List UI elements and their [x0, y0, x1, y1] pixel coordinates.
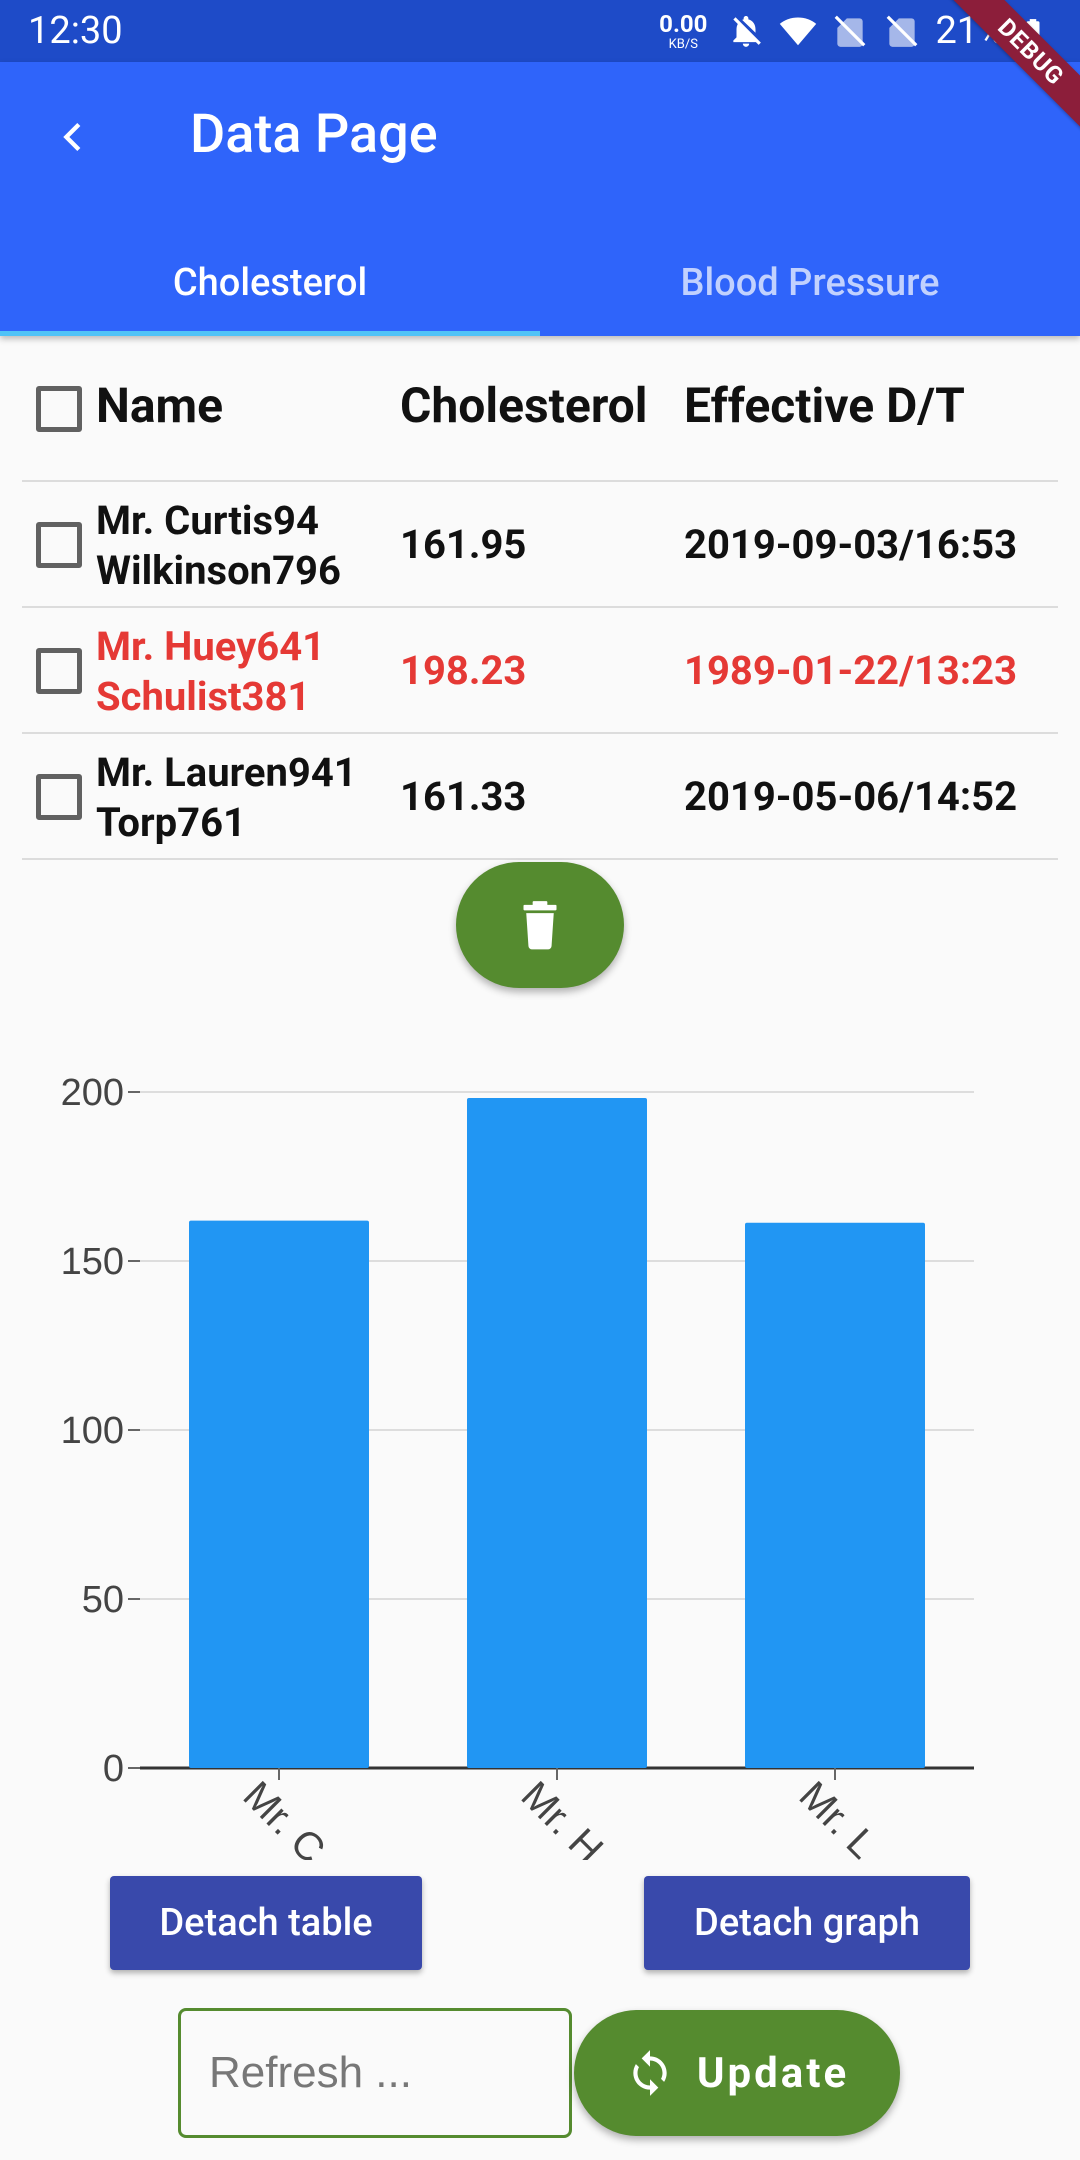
table-row[interactable]: Mr. Huey641 Schulist381 198.23 1989-01-2… [22, 608, 1058, 734]
patient-name-last: Torp761 [96, 799, 246, 846]
patient-name: Mr. Huey641 Schulist381 [96, 622, 325, 722]
chart-bar [745, 1222, 925, 1768]
y-tick-label: 100 [61, 1410, 124, 1452]
wifi-icon [780, 17, 817, 46]
y-tick-label: 150 [61, 1241, 124, 1283]
patient-name: Mr. Curtis94 Wilkinson796 [96, 496, 341, 596]
effective-datetime: 1989-01-22/13:23 [684, 647, 1018, 694]
x-tick-label: Mr. L [791, 1773, 885, 1860]
table-header: Name Cholesterol Effective D/T [22, 336, 1058, 482]
tab-cholesterol[interactable]: Cholesterol [172, 261, 368, 305]
patient-name: Mr. Lauren941 Torp761 [96, 748, 357, 848]
patient-name-first: Mr. Lauren941 [96, 749, 357, 796]
patient-name-last: Schulist381 [96, 673, 311, 720]
column-header-date[interactable]: Effective D/T [684, 377, 965, 434]
table-row[interactable]: Mr. Curtis94 Wilkinson796 161.95 2019-09… [22, 482, 1058, 608]
net-speed-unit: KB/S [668, 36, 698, 52]
table-row[interactable]: Mr. Lauren941 Torp761 161.33 2019-05-06/… [22, 734, 1058, 860]
update-button-label: Update [696, 2048, 850, 2098]
delete-button[interactable] [456, 862, 624, 988]
detach-graph-button[interactable]: Detach graph [644, 1876, 970, 1970]
chart-bar [467, 1097, 647, 1768]
patient-name-first: Mr. Curtis94 [96, 497, 319, 544]
no-sim-icon [835, 15, 866, 47]
row-checkbox[interactable] [36, 522, 82, 568]
tab-blood-pressure[interactable]: Blood Pressure [680, 261, 940, 305]
effective-datetime: 2019-05-06/14:52 [684, 773, 1018, 820]
patient-name-first: Mr. Huey641 [96, 623, 326, 670]
patient-name-last: Wilkinson796 [96, 547, 341, 594]
status-time: 12:30 [28, 9, 123, 53]
select-all-checkbox[interactable] [36, 386, 82, 432]
no-sim-icon-2 [887, 15, 918, 47]
net-speed-value: 0.00 [659, 9, 708, 38]
effective-datetime: 2019-09-03/16:53 [684, 521, 1018, 568]
cholesterol-bar-chart: 0 50 100 150 200 Mr. C Mr. H Mr. L [61, 1072, 974, 1860]
y-tick-label: 50 [82, 1579, 124, 1621]
row-checkbox[interactable] [36, 774, 82, 820]
cholesterol-value: 161.33 [400, 773, 527, 820]
net-speed: 0.00 KB/S [659, 12, 707, 51]
column-header-cholesterol[interactable]: Cholesterol [400, 377, 648, 434]
trash-icon [523, 901, 557, 950]
app-bar: Data Page Cholesterol Blood Pressure [0, 62, 1080, 336]
chevron-left-icon [63, 122, 81, 152]
cholesterol-value: 161.95 [400, 521, 527, 568]
status-bar: 12:30 0.00 KB/S 21% [0, 0, 1080, 62]
row-checkbox[interactable] [36, 648, 82, 694]
back-button[interactable] [38, 102, 108, 172]
bell-off-icon [733, 15, 762, 47]
x-tick-label: Mr. C [235, 1773, 334, 1860]
column-header-name[interactable]: Name [96, 377, 224, 434]
x-tick-label: Mr. H [513, 1773, 612, 1860]
tab-indicator [0, 331, 540, 336]
refresh-input[interactable] [178, 2008, 572, 2138]
cholesterol-value: 198.23 [400, 647, 527, 694]
tab-bar: Cholesterol Blood Pressure [0, 230, 1080, 336]
data-table: Name Cholesterol Effective D/T Mr. Curti… [22, 336, 1058, 860]
chart-bar [189, 1220, 369, 1768]
update-button[interactable]: Update [574, 2010, 900, 2136]
refresh-icon [633, 2050, 667, 2096]
detach-table-button[interactable]: Detach table [110, 1876, 422, 1970]
y-tick-label: 200 [61, 1072, 124, 1114]
y-tick-label: 0 [103, 1748, 124, 1790]
page-title: Data Page [190, 103, 438, 166]
